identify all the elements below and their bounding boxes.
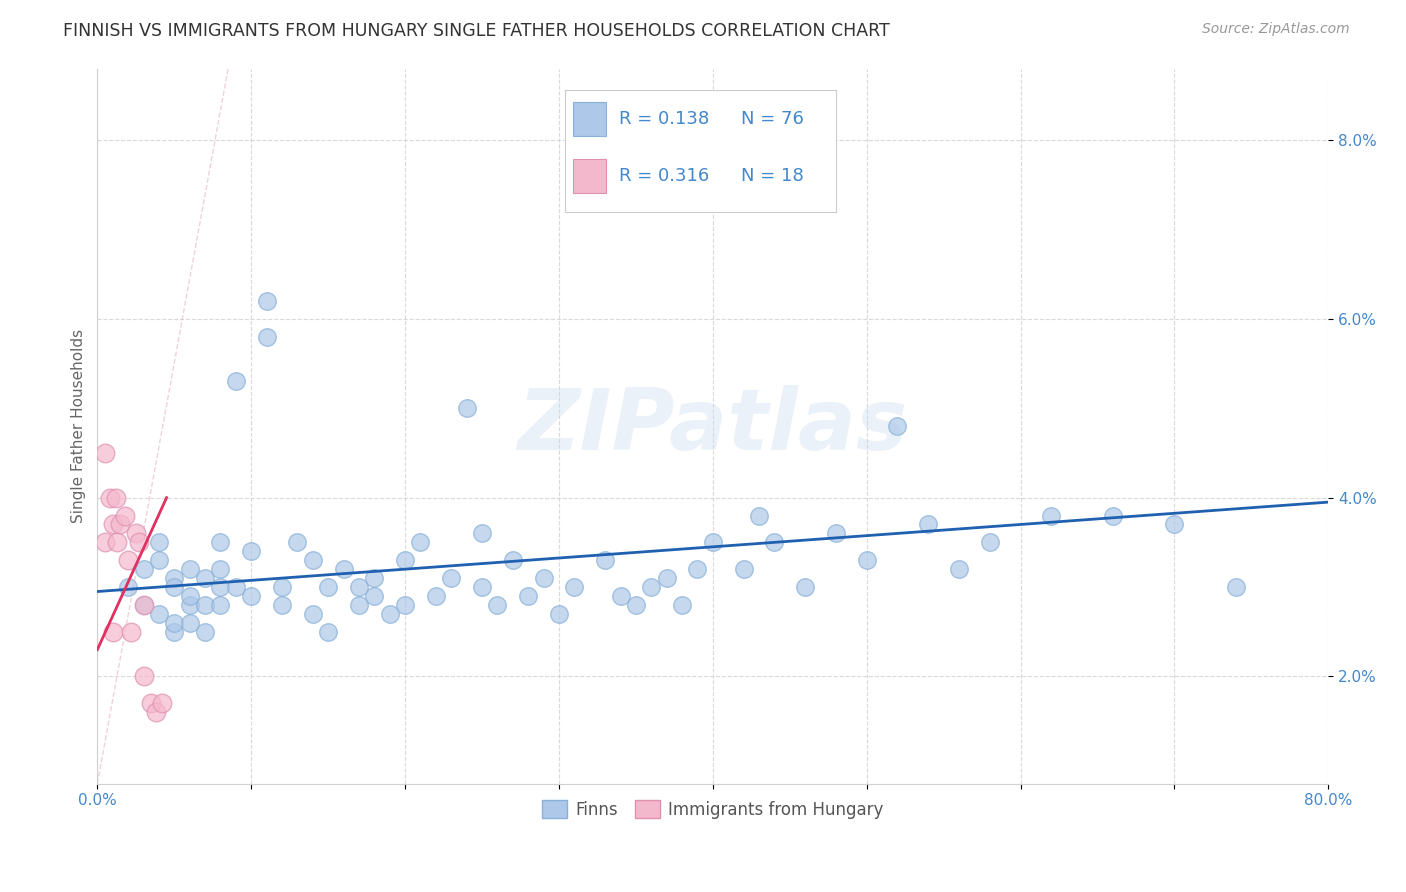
Point	[378, 607, 401, 621]
Point	[763, 535, 786, 549]
Point	[671, 598, 693, 612]
Point	[347, 580, 370, 594]
Point	[104, 491, 127, 505]
Point	[209, 598, 232, 612]
Point	[240, 544, 263, 558]
Point	[502, 553, 524, 567]
Point	[240, 589, 263, 603]
Point	[150, 696, 173, 710]
Point	[209, 535, 232, 549]
Point	[564, 580, 586, 594]
Point	[486, 598, 509, 612]
Point	[1163, 517, 1185, 532]
Point	[363, 571, 385, 585]
Point	[733, 562, 755, 576]
Point	[517, 589, 540, 603]
Point	[120, 624, 142, 639]
Point	[363, 589, 385, 603]
Point	[209, 562, 232, 576]
Point	[301, 553, 323, 567]
Point	[163, 615, 186, 630]
Point	[425, 589, 447, 603]
Point	[624, 598, 647, 612]
Point	[209, 580, 232, 594]
Point	[533, 571, 555, 585]
Point	[316, 624, 339, 639]
Point	[132, 669, 155, 683]
Point	[110, 517, 132, 532]
Point	[409, 535, 432, 549]
Point	[132, 562, 155, 576]
Point	[456, 401, 478, 416]
Point	[593, 553, 616, 567]
Point	[440, 571, 463, 585]
Point	[609, 589, 631, 603]
Point	[271, 580, 294, 594]
Point	[794, 580, 817, 594]
Legend: Finns, Immigrants from Hungary: Finns, Immigrants from Hungary	[536, 794, 890, 825]
Point	[163, 571, 186, 585]
Point	[471, 526, 494, 541]
Point	[886, 419, 908, 434]
Point	[1040, 508, 1063, 523]
Point	[287, 535, 309, 549]
Y-axis label: Single Father Households: Single Father Households	[72, 329, 86, 524]
Point	[117, 553, 139, 567]
Point	[394, 598, 416, 612]
Point	[548, 607, 571, 621]
Point	[163, 624, 186, 639]
Point	[105, 535, 128, 549]
Point	[94, 535, 117, 549]
Text: FINNISH VS IMMIGRANTS FROM HUNGARY SINGLE FATHER HOUSEHOLDS CORRELATION CHART: FINNISH VS IMMIGRANTS FROM HUNGARY SINGL…	[63, 22, 890, 40]
Text: Source: ZipAtlas.com: Source: ZipAtlas.com	[1202, 22, 1350, 37]
Point	[394, 553, 416, 567]
Point	[145, 705, 167, 719]
Point	[347, 598, 370, 612]
Point	[98, 491, 121, 505]
Point	[471, 580, 494, 594]
Point	[256, 293, 278, 308]
Point	[301, 607, 323, 621]
Point	[225, 375, 247, 389]
Point	[163, 580, 186, 594]
Point	[101, 517, 124, 532]
Text: ZIPatlas: ZIPatlas	[517, 384, 908, 467]
Point	[686, 562, 709, 576]
Point	[917, 517, 939, 532]
Point	[179, 589, 201, 603]
Point	[748, 508, 770, 523]
Point	[179, 598, 201, 612]
Point	[194, 571, 217, 585]
Point	[1225, 580, 1247, 594]
Point	[128, 535, 150, 549]
Point	[332, 562, 354, 576]
Point	[114, 508, 136, 523]
Point	[194, 624, 217, 639]
Point	[271, 598, 294, 612]
Point	[148, 553, 170, 567]
Point	[179, 562, 201, 576]
Point	[225, 580, 247, 594]
Point	[825, 526, 848, 541]
Point	[148, 535, 170, 549]
Point	[702, 535, 724, 549]
Point	[855, 553, 877, 567]
Point	[1102, 508, 1125, 523]
Point	[141, 696, 163, 710]
Point	[132, 598, 155, 612]
Point	[655, 571, 678, 585]
Point	[101, 624, 124, 639]
Point	[132, 598, 155, 612]
Point	[148, 607, 170, 621]
Point	[979, 535, 1001, 549]
Point	[640, 580, 662, 594]
Point	[316, 580, 339, 594]
Point	[125, 526, 148, 541]
Point	[194, 598, 217, 612]
Point	[117, 580, 139, 594]
Point	[94, 446, 117, 460]
Point	[179, 615, 201, 630]
Point	[256, 329, 278, 343]
Point	[948, 562, 970, 576]
